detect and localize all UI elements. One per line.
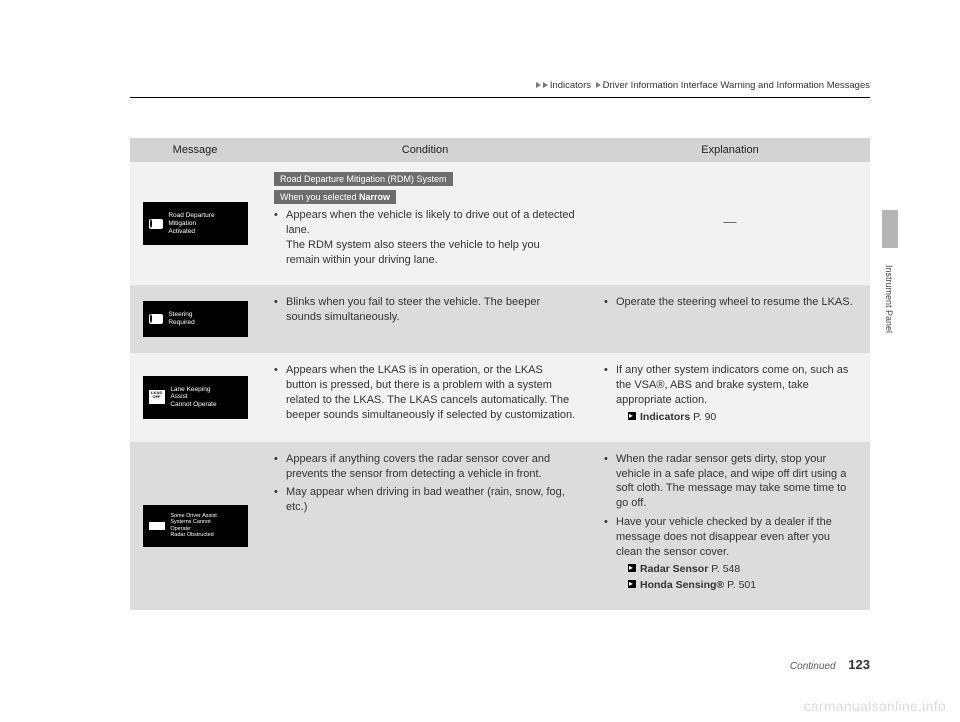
explanation-text: Have your vehicle checked by a dealer if…: [604, 515, 856, 592]
cross-ref: ▸Radar Sensor P. 548: [616, 562, 856, 576]
pill-narrow: When you selected Narrow: [274, 190, 396, 204]
col-message: Message: [130, 138, 260, 162]
explanation-text: Operate the steering wheel to resume the…: [604, 295, 856, 310]
table-header-row: Message Condition Explanation: [130, 138, 870, 162]
explanation-text: If any other system indicators come on, …: [604, 363, 856, 424]
manual-page: Indicators Driver Information Interface …: [0, 0, 960, 650]
cross-ref: ▸Honda Sensing® P. 501: [616, 578, 856, 592]
chevron-right-icon: [543, 82, 548, 88]
dash-text: Steering Required: [168, 311, 194, 327]
crumb-2: Driver Information Interface Warning and…: [603, 80, 870, 91]
chevron-right-icon: [536, 82, 541, 88]
dash-text: Lane Keeping Assist Cannot Operate: [170, 386, 216, 409]
condition-text: Appears when the LKAS is in operation, o…: [274, 363, 576, 422]
lane-icon: [149, 219, 163, 229]
table-row: Road Departure Mitigation Activated Road…: [130, 162, 870, 285]
condition-text: Appears when the vehicle is likely to dr…: [274, 208, 576, 267]
table-row: Some Driver Assist Systems Cannot Operat…: [130, 442, 870, 610]
section-label: Instrument Panel: [884, 265, 894, 333]
dash-message-rdm: Road Departure Mitigation Activated: [143, 202, 248, 245]
dash-text: Road Departure Mitigation Activated: [168, 212, 214, 235]
dash-message-steering: Steering Required: [143, 301, 248, 337]
breadcrumb: Indicators Driver Information Interface …: [130, 80, 870, 98]
dash-text: Some Driver Assist Systems Cannot Operat…: [170, 513, 216, 539]
pill-rdm-system: Road Departure Mitigation (RDM) System: [274, 172, 453, 186]
condition-text: May appear when driving in bad weather (…: [274, 485, 576, 515]
crumb-1: Indicators: [550, 80, 591, 91]
explanation-text: When the radar sensor gets dirty, stop y…: [604, 452, 856, 511]
page-number: 123: [848, 657, 870, 672]
col-explanation: Explanation: [590, 138, 870, 162]
condition-text: Blinks when you fail to steer the vehicl…: [274, 295, 576, 325]
continued-label: Continued: [790, 661, 836, 672]
explanation-dash: —: [590, 162, 870, 285]
chevron-right-icon: [596, 82, 601, 88]
dash-message-radar: Some Driver Assist Systems Cannot Operat…: [143, 505, 248, 547]
page-footer: Continued 123: [790, 657, 870, 672]
table-row: Steering Required Blinks when you fail t…: [130, 285, 870, 353]
section-tab: [882, 210, 898, 248]
condition-text: Appears if anything covers the radar sen…: [274, 452, 576, 482]
watermark: carmanualsonline.info: [804, 698, 947, 714]
radar-icon: [149, 522, 165, 530]
col-condition: Condition: [260, 138, 590, 162]
steering-icon: [149, 314, 163, 324]
lkas-off-icon: LKAS OFF: [149, 390, 165, 404]
dash-message-lkas: LKAS OFF Lane Keeping Assist Cannot Oper…: [143, 376, 248, 419]
messages-table: Message Condition Explanation Road Depar…: [130, 138, 870, 610]
table-row: LKAS OFF Lane Keeping Assist Cannot Oper…: [130, 353, 870, 442]
cross-ref: ▸Indicators P. 90: [616, 410, 856, 424]
